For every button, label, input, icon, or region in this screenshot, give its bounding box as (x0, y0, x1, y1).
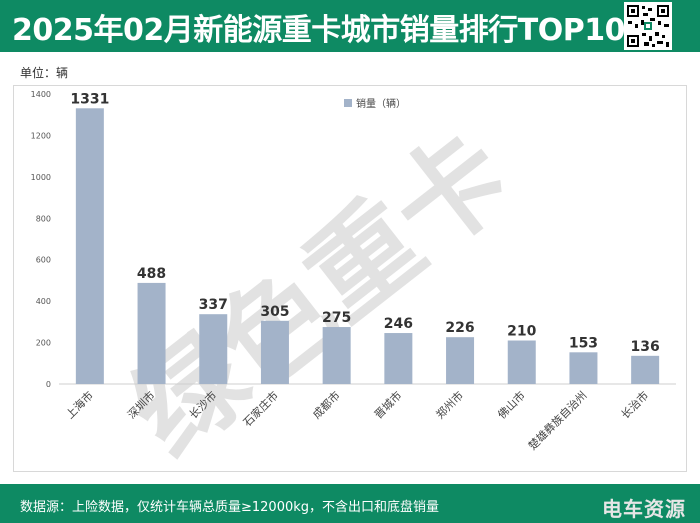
bar (446, 337, 475, 384)
brand-logo: 电车资源 (602, 497, 686, 521)
data-label: 226 (445, 320, 474, 336)
bar (260, 320, 289, 384)
bar (569, 352, 598, 384)
chart-frame: 绿色重卡 0 200 400 600 800 1000 1200 1400 1331 上海市 48… (13, 85, 687, 472)
data-label: 337 (199, 297, 228, 313)
data-label: 153 (569, 335, 598, 351)
header-bar: 2025年02月新能源重卡城市销量排行TOP10 (0, 0, 700, 52)
bar (75, 108, 104, 385)
bar (199, 314, 228, 384)
data-label: 210 (507, 324, 536, 340)
unit-label: 单位：辆 (20, 66, 69, 80)
x-tick-label: 佛山市 (495, 388, 528, 421)
y-tick-label: 400 (36, 297, 51, 306)
data-label: 246 (384, 316, 413, 332)
data-label: 1331 (70, 91, 109, 107)
footer-bar: 数据源：上险数据，仅统计车辆总质量≥12000kg，不含出口和底盘销量 电车资源 (0, 484, 700, 523)
legend-label: 销量（辆） (356, 97, 406, 110)
y-tick-label: 1000 (31, 173, 51, 182)
page-title: 2025年02月新能源重卡城市销量排行TOP10 (12, 13, 625, 48)
bar (137, 282, 166, 384)
bar (631, 355, 660, 384)
data-source-note: 数据源：上险数据，仅统计车辆总质量≥12000kg，不含出口和底盘销量 (20, 500, 440, 515)
data-label: 136 (631, 339, 660, 355)
y-tick-label: 1200 (31, 131, 51, 140)
x-tick-label: 长治市 (618, 388, 651, 421)
y-tick-label: 200 (36, 339, 51, 348)
qr-code-icon (624, 2, 672, 50)
legend-swatch (344, 99, 352, 107)
bar (384, 333, 413, 384)
x-tick-label: 上海市 (63, 388, 96, 421)
x-tick-label: 晋城市 (371, 388, 404, 421)
bar (322, 327, 351, 384)
x-tick-label: 郑州市 (433, 388, 466, 421)
y-tick-label: 0 (46, 380, 51, 389)
x-tick-label: 楚雄彝族自治州 (525, 388, 589, 452)
y-tick-label: 1400 (31, 90, 51, 99)
y-tick-label: 800 (36, 214, 51, 223)
legend: 销量（辆） (344, 97, 406, 110)
data-label: 488 (137, 266, 166, 282)
data-label: 305 (260, 304, 289, 320)
bar (507, 340, 536, 384)
data-label: 275 (322, 310, 351, 326)
x-tick-label: 成都市 (310, 388, 343, 421)
y-tick-label: 600 (36, 256, 51, 265)
